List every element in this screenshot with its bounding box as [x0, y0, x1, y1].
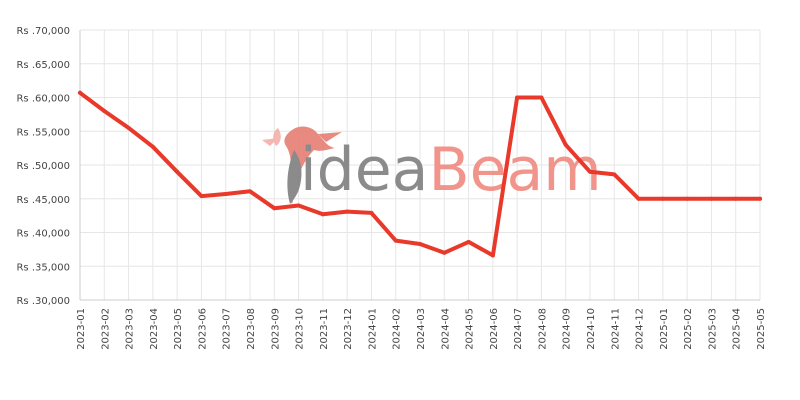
x-tick-label: 2025-04	[732, 308, 743, 350]
x-tick-label: 2023-02	[100, 308, 111, 350]
y-axis-tick-labels: Rs .30,000 Rs .35,000 Rs .40,000 Rs .45,000…	[16, 26, 70, 307]
y-tick-label: Rs .35,000	[16, 262, 70, 273]
x-tick-label: 2023-09	[270, 308, 281, 350]
data-point	[636, 196, 641, 201]
grid-lines	[79, 29, 761, 301]
data-point	[418, 241, 422, 246]
data-point	[345, 209, 350, 214]
data-point	[490, 253, 495, 258]
x-tick-label: 2024-02	[392, 308, 403, 350]
x-tick-label: 2025-05	[756, 308, 767, 350]
data-point	[612, 172, 617, 177]
x-tick-label: 2024-06	[489, 308, 500, 350]
data-point	[758, 196, 762, 201]
data-point	[199, 194, 204, 199]
data-point	[369, 210, 374, 215]
x-tick-label: 2024-04	[440, 308, 451, 350]
data-point	[442, 250, 447, 255]
data-point	[102, 109, 107, 113]
data-point	[685, 196, 690, 201]
svg-text:ideaBeam: ideaBeam	[300, 135, 602, 205]
x-tick-label: 2023-03	[125, 308, 136, 350]
x-tick-label: 2024-09	[562, 308, 573, 350]
x-tick-label: 2023-10	[295, 308, 306, 350]
data-point	[539, 95, 544, 100]
x-tick-label: 2025-02	[683, 308, 694, 350]
data-point	[272, 206, 277, 211]
y-tick-label: Rs .40,000	[16, 229, 70, 240]
data-point	[296, 203, 301, 208]
x-tick-label: 2023-04	[149, 308, 160, 350]
data-point	[320, 212, 325, 217]
x-tick-label: 2024-10	[586, 308, 597, 350]
y-tick-label: Rs .45,000	[16, 195, 70, 206]
y-tick-label: Rs .70,000	[16, 26, 70, 37]
data-point	[515, 95, 520, 100]
x-tick-label: 2025-03	[707, 308, 718, 350]
data-point	[588, 169, 592, 174]
axes	[79, 30, 760, 301]
watermark-beam-text: Beam	[428, 135, 601, 205]
x-tick-label: 2024-12	[635, 308, 646, 350]
x-tick-label: 2023-12	[343, 308, 354, 350]
x-tick-label: 2024-07	[513, 308, 524, 350]
data-point	[248, 189, 252, 194]
data-point	[733, 196, 738, 201]
x-tick-label: 2024-11	[610, 308, 621, 350]
data-point	[709, 196, 714, 201]
x-tick-label: 2025-01	[659, 308, 670, 350]
ideabeam-watermark: ideaBeam	[262, 126, 602, 205]
y-tick-label: Rs .50,000	[16, 161, 70, 172]
x-tick-label: 2024-03	[416, 308, 427, 350]
data-point	[660, 196, 665, 201]
data-point	[466, 239, 471, 244]
x-tick-label: 2023-08	[246, 308, 257, 350]
series-layer	[78, 90, 762, 258]
data-point	[393, 238, 398, 243]
x-tick-label: 2023-06	[197, 308, 208, 350]
x-tick-label: 2024-05	[465, 308, 476, 350]
x-tick-label: 2024-08	[537, 308, 548, 350]
x-tick-label: 2023-01	[76, 308, 87, 350]
watermark-idea-text: idea	[300, 135, 428, 205]
y-tick-label: Rs .60,000	[16, 94, 70, 105]
y-tick-label: Rs .65,000	[16, 60, 70, 71]
x-tick-label: 2023-07	[222, 308, 233, 350]
data-point	[563, 142, 568, 147]
data-point	[175, 169, 180, 174]
data-point	[150, 144, 155, 149]
y-tick-label: Rs .55,000	[16, 127, 70, 138]
y-tick-label: Rs .30,000	[16, 296, 70, 307]
x-tick-label: 2023-11	[319, 308, 330, 350]
data-point	[223, 192, 228, 197]
hummingbird-logo-icon	[262, 126, 342, 204]
data-point	[126, 125, 131, 130]
x-tick-label: 2024-01	[367, 308, 378, 350]
x-axis-tick-labels: 2023-01 2023-02 2023-03 2023-04 2023-05 2023-…	[76, 308, 767, 350]
x-tick-label: 2023-05	[173, 308, 184, 350]
data-point	[78, 90, 82, 95]
